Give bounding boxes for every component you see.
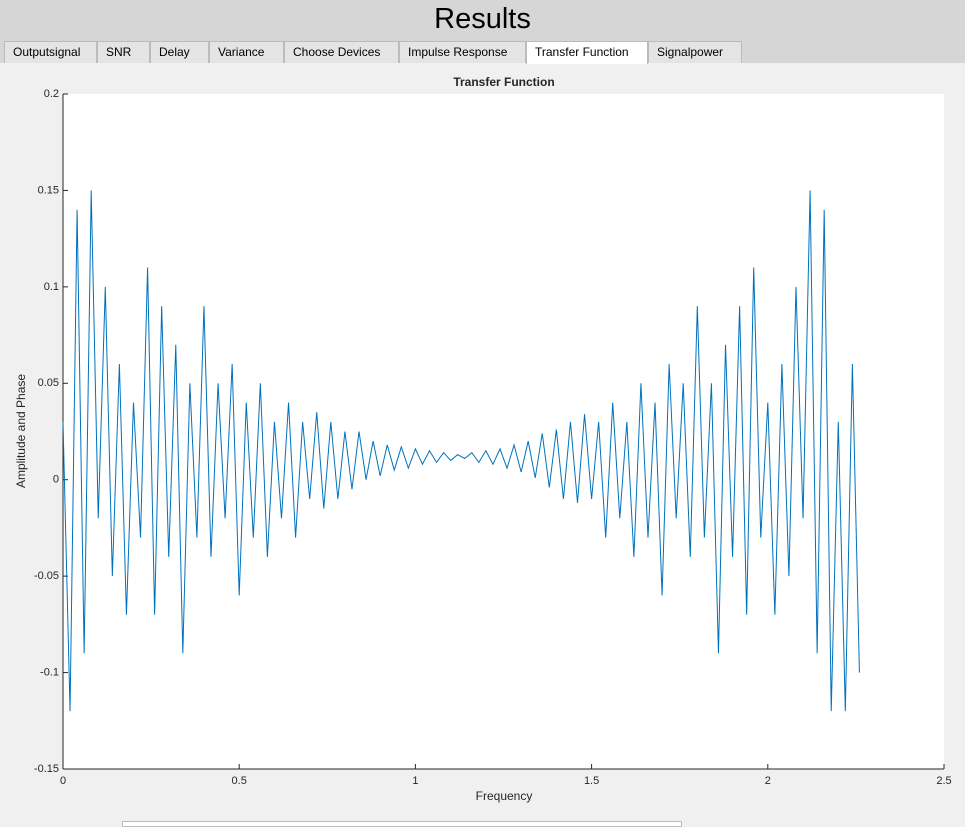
tab-active[interactable]: Transfer Function (526, 41, 648, 64)
y-tick-label: -0.05 (34, 570, 59, 582)
plot-area (63, 94, 944, 769)
y-tick-label: -0.1 (40, 666, 59, 678)
y-tick-label: 0.05 (38, 377, 59, 389)
tab[interactable]: Outputsignal (4, 41, 97, 63)
y-axis-label: Amplitude and Phase (14, 374, 28, 488)
x-tick-label: 0 (60, 775, 66, 787)
x-tick-label: 1.5 (584, 775, 599, 787)
y-tick-label: 0 (53, 474, 59, 486)
tab[interactable]: Signalpower (648, 41, 742, 63)
tab[interactable]: Variance (209, 41, 284, 63)
y-tick-label: 0.15 (38, 184, 59, 196)
y-tick-label: -0.15 (34, 763, 59, 775)
chart-title: Transfer Function (453, 75, 554, 89)
tab[interactable]: SNR (97, 41, 150, 63)
signal-line (62, 190, 860, 712)
header: Results Outputsignal SNR Delay Variance … (0, 0, 965, 64)
x-tick-label: 2.5 (936, 775, 951, 787)
x-tick-label: 1 (412, 775, 418, 787)
tab[interactable]: Delay (150, 41, 209, 63)
tab[interactable]: Choose Devices (284, 41, 399, 63)
y-tick-label: 0.2 (44, 88, 59, 100)
y-tick-label: 0.1 (44, 281, 59, 293)
tab-bar: Outputsignal SNR Delay Variance Choose D… (4, 41, 742, 64)
window-title: Results (434, 3, 531, 35)
scrollbar[interactable] (122, 821, 682, 827)
tab[interactable]: Impulse Response (399, 41, 526, 63)
x-tick-label: 0.5 (232, 775, 247, 787)
x-axis-label: Frequency (476, 789, 533, 803)
x-tick-label: 2 (765, 775, 771, 787)
